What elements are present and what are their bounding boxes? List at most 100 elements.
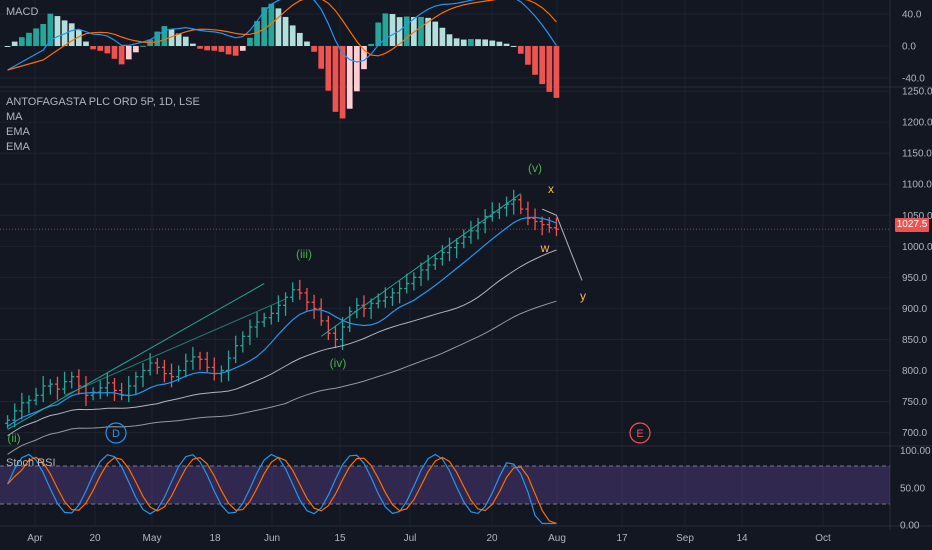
macd-histogram-bar [225, 46, 232, 55]
cycle-circle [629, 422, 651, 444]
macd-histogram-bar [460, 39, 467, 46]
symbol-title[interactable]: ANTOFAGASTA PLC ORD 5P, 1D, LSE [6, 96, 200, 108]
macd-histogram-bar [47, 13, 54, 46]
grid [0, 0, 890, 526]
macd-histogram-bar [318, 46, 325, 69]
ohlc-bar [532, 208, 538, 231]
time-tick-label: Jul [404, 533, 417, 544]
ohlc-bar [204, 351, 210, 373]
macd-histogram-bar [75, 29, 82, 46]
ohlc-bar [76, 369, 82, 395]
macd-histogram-bar [418, 16, 424, 46]
macd-histogram-bar [254, 21, 260, 46]
wave-label: (ii) [7, 431, 20, 445]
macd-histogram-bar [475, 39, 481, 46]
macd-histogram-bar [425, 17, 431, 46]
stoch-rsi-legend: Stoch RSI [6, 456, 56, 471]
ohlc-bar [140, 363, 146, 388]
stoch-rsi-title[interactable]: Stoch RSI [6, 457, 56, 469]
macd-pane[interactable] [4, 0, 560, 119]
macd-histogram-bar [268, 3, 275, 47]
price-tick-label: 850.0 [902, 335, 927, 346]
indicator-ema-1[interactable]: EMA [6, 126, 30, 138]
macd-line [7, 0, 557, 71]
ohlc-bar [40, 376, 46, 403]
macd-histogram-bar [346, 46, 353, 109]
time-tick-label: Sep [676, 533, 694, 544]
macd-histogram-bar [83, 41, 89, 46]
macd-histogram-bar [339, 46, 346, 119]
time-tick-label: 18 [209, 533, 221, 544]
ohlc-bar [12, 403, 18, 427]
ohlc-bar [496, 202, 502, 220]
ma-line [7, 216, 557, 427]
ohlc-bar [275, 295, 281, 323]
macd-histogram-bar [496, 41, 503, 46]
price-tick-label: 1150.0 [902, 149, 932, 160]
wave-label: (iv) [330, 356, 347, 370]
macd-histogram-bar [353, 46, 360, 92]
ohlc-bar [33, 387, 39, 406]
macd-histogram-bar [296, 32, 303, 46]
ohlc-bar [468, 220, 474, 244]
macd-histogram-bar [553, 46, 560, 98]
wave-trendline [320, 193, 522, 337]
macd-histogram-bar [275, 8, 282, 46]
macd-histogram-bar [161, 26, 168, 46]
ohlc-bar [47, 379, 53, 395]
ohlc-bar [389, 287, 395, 306]
ohlc-bar [19, 392, 25, 420]
macd-histogram-bar [104, 46, 111, 54]
ohlc-bar [461, 229, 467, 249]
time-tick-label: Apr [27, 533, 43, 544]
price-pane[interactable] [0, 189, 890, 455]
macd-histogram-bar [432, 21, 439, 46]
ohlc-bar [147, 353, 153, 376]
macd-histogram-bar [517, 46, 524, 54]
cycle-label: E [629, 422, 651, 444]
ohlc-bar [368, 298, 374, 319]
time-tick-label: 15 [334, 533, 346, 544]
macd-histogram-bar [396, 17, 403, 46]
price-tick-label: 1100.0 [902, 180, 932, 191]
axes: Apr 20 May 18 Jun 15 Jul 20 Aug 17 Sep 14 Oct 1250.0 1… [27, 10, 932, 545]
ohlc-bar [69, 371, 75, 389]
macd-histogram-bar [546, 46, 553, 92]
price-tick-label: 1050.0 [902, 211, 932, 222]
macd-histogram-bar [325, 46, 332, 91]
macd-histogram-bar [232, 46, 239, 56]
macd-histogram-bar [168, 29, 175, 46]
macd-legend: MACD [6, 5, 38, 20]
time-tick-label: 20 [89, 533, 101, 544]
ohlc-bar [318, 298, 324, 326]
price-tick-label: 1250.0 [902, 87, 932, 98]
macd-histogram-bar [40, 24, 47, 46]
macd-histogram-bar [311, 46, 317, 52]
indicator-ma[interactable]: MA [6, 111, 23, 123]
ema-line-2 [7, 300, 557, 455]
stoch-rsi-pane[interactable] [7, 453, 557, 525]
macd-histogram-bar [389, 14, 396, 47]
ohlc-bar [518, 194, 524, 215]
time-tick-label: May [143, 533, 162, 544]
last-price-badge: 1027.5 [895, 218, 929, 232]
macd-tick-label: 0.0 [902, 42, 916, 53]
wave-label: (v) [528, 161, 542, 175]
macd-histogram-bar [282, 16, 289, 46]
ohlc-bar [311, 294, 317, 319]
price-tick-label: 800.0 [902, 366, 927, 377]
macd-tick-label: -40.0 [902, 74, 925, 85]
macd-histogram-bar [368, 43, 374, 46]
ohlc-bar [126, 376, 132, 403]
ohlc-bar [62, 371, 68, 395]
macd-histogram-bar [133, 46, 139, 53]
macd-histogram-bar [510, 45, 517, 47]
ohlc-bar [411, 272, 417, 291]
macd-histogram-bar [204, 46, 211, 51]
indicator-ema-2[interactable]: EMA [6, 141, 30, 153]
macd-histogram-bar [361, 46, 367, 70]
macd-histogram-bar [18, 37, 25, 46]
macd-histogram-bar [468, 39, 474, 46]
ohlc-bar [119, 382, 125, 401]
